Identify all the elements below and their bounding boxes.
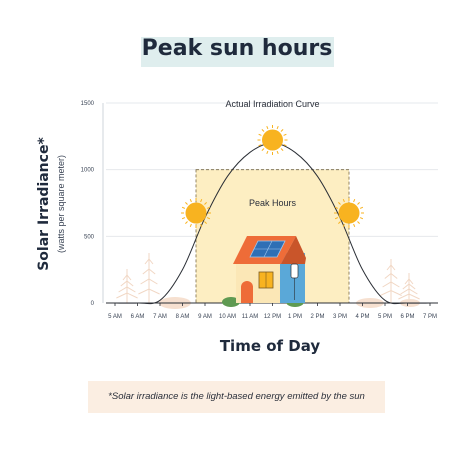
- tree-branch: [116, 292, 138, 299]
- y-tick-label: 500: [84, 234, 95, 240]
- sun-disc: [185, 202, 207, 224]
- tree-branch: [144, 258, 154, 265]
- house-door: [241, 281, 253, 303]
- tree-left-small: [116, 269, 138, 303]
- x-tick-label: 3 PM: [333, 314, 347, 320]
- tree-right-small: [398, 273, 420, 303]
- sun-ray: [280, 129, 284, 132]
- x-tick-label: 5 AM: [108, 314, 122, 320]
- peak-hours-label: Peak Hours: [249, 198, 297, 208]
- sun-ray: [189, 198, 192, 203]
- sun-ray: [283, 144, 287, 147]
- sun-ray: [258, 144, 262, 147]
- x-tick-label: 2 PM: [310, 314, 324, 320]
- sun-ray: [200, 198, 203, 203]
- tree-branch: [386, 264, 396, 271]
- sun-ray: [185, 221, 188, 224]
- tree-branch: [140, 278, 158, 285]
- sun-ray: [181, 206, 186, 209]
- sun-ray: [334, 217, 339, 220]
- sun-ray: [261, 148, 265, 151]
- sun-ray: [206, 206, 211, 209]
- tree-left-tall: [138, 253, 160, 303]
- x-tick-label: 1 PM: [288, 314, 302, 320]
- sun-ray: [204, 202, 207, 205]
- sun-ray: [283, 133, 287, 136]
- tree-branch: [398, 293, 420, 300]
- sun-ray: [338, 202, 341, 205]
- sun-ray: [261, 129, 265, 132]
- sun-ray: [258, 133, 262, 136]
- x-axis-label: Time of Day: [219, 337, 321, 355]
- sun-ray: [204, 221, 207, 224]
- sun-ray: [334, 206, 339, 209]
- y-tick-label: 1500: [81, 101, 95, 107]
- sun-ray: [353, 223, 356, 228]
- sun-ray: [338, 221, 341, 224]
- sun-icon-morning: [181, 198, 211, 228]
- x-tick-label: 12 PM: [264, 314, 281, 320]
- y-tick-label: 0: [91, 301, 95, 307]
- x-tick-label: 5 PM: [378, 314, 392, 320]
- tree-branch: [404, 278, 414, 285]
- tree-branch: [400, 288, 418, 295]
- sun-ray: [357, 221, 360, 224]
- sun-ray: [280, 148, 284, 151]
- tree-right-tall: [380, 259, 402, 303]
- title-highlight: [141, 37, 334, 67]
- sun-ray: [357, 202, 360, 205]
- footnote: *Solar irradiance is the light-based ene…: [108, 391, 365, 402]
- sun-ray: [200, 223, 203, 228]
- sun-ray: [266, 125, 269, 130]
- tree-branch: [122, 274, 132, 281]
- x-tick-label: 6 PM: [400, 314, 414, 320]
- sun-ray: [185, 202, 188, 205]
- sun-disc: [262, 129, 283, 151]
- sun-ray: [276, 150, 279, 155]
- tree-branch: [142, 268, 156, 275]
- sun-ray: [359, 217, 364, 220]
- y-tick-label: 1000: [81, 168, 95, 174]
- x-tick-label: 4 PM: [355, 314, 369, 320]
- tree-branch: [118, 286, 136, 293]
- curve-annotation: Actual Irradiation Curve: [225, 99, 319, 109]
- sun-icon-noon: [257, 125, 288, 155]
- solar-panel-grid: [263, 240, 273, 258]
- sun-icon-afternoon: [334, 198, 364, 228]
- x-tick-label: 7 PM: [423, 314, 437, 320]
- tree-branch: [120, 280, 134, 287]
- x-tick-label: 11 AM: [242, 314, 259, 320]
- x-tick-label: 8 AM: [176, 314, 190, 320]
- tree-branch: [138, 288, 160, 295]
- x-tick-label: 7 AM: [153, 314, 167, 320]
- sun-ray: [342, 223, 345, 228]
- sun-ray: [181, 217, 186, 220]
- x-tick-label: 6 AM: [131, 314, 145, 320]
- inverter-box: [290, 263, 299, 279]
- sun-ray: [276, 125, 279, 130]
- house-bush-left: [222, 297, 240, 307]
- tree-branch: [402, 283, 416, 290]
- x-tick-label: 9 AM: [198, 314, 212, 320]
- sun-ray: [206, 217, 211, 220]
- tree-branch: [380, 289, 402, 296]
- tree-branch: [382, 281, 400, 288]
- sun-ray: [359, 206, 364, 209]
- footnote-box: [88, 381, 385, 413]
- sun-disc: [338, 202, 360, 224]
- sun-ray: [189, 223, 192, 228]
- sun-ray: [353, 198, 356, 203]
- sun-ray: [266, 150, 269, 155]
- tree-branch: [384, 272, 398, 279]
- house-illustration: [222, 236, 306, 307]
- chart-title: Peak sun hours: [141, 36, 333, 61]
- x-tick-label: 10 AM: [219, 314, 236, 320]
- sun-ray: [342, 198, 345, 203]
- house-roof-side: [281, 236, 306, 264]
